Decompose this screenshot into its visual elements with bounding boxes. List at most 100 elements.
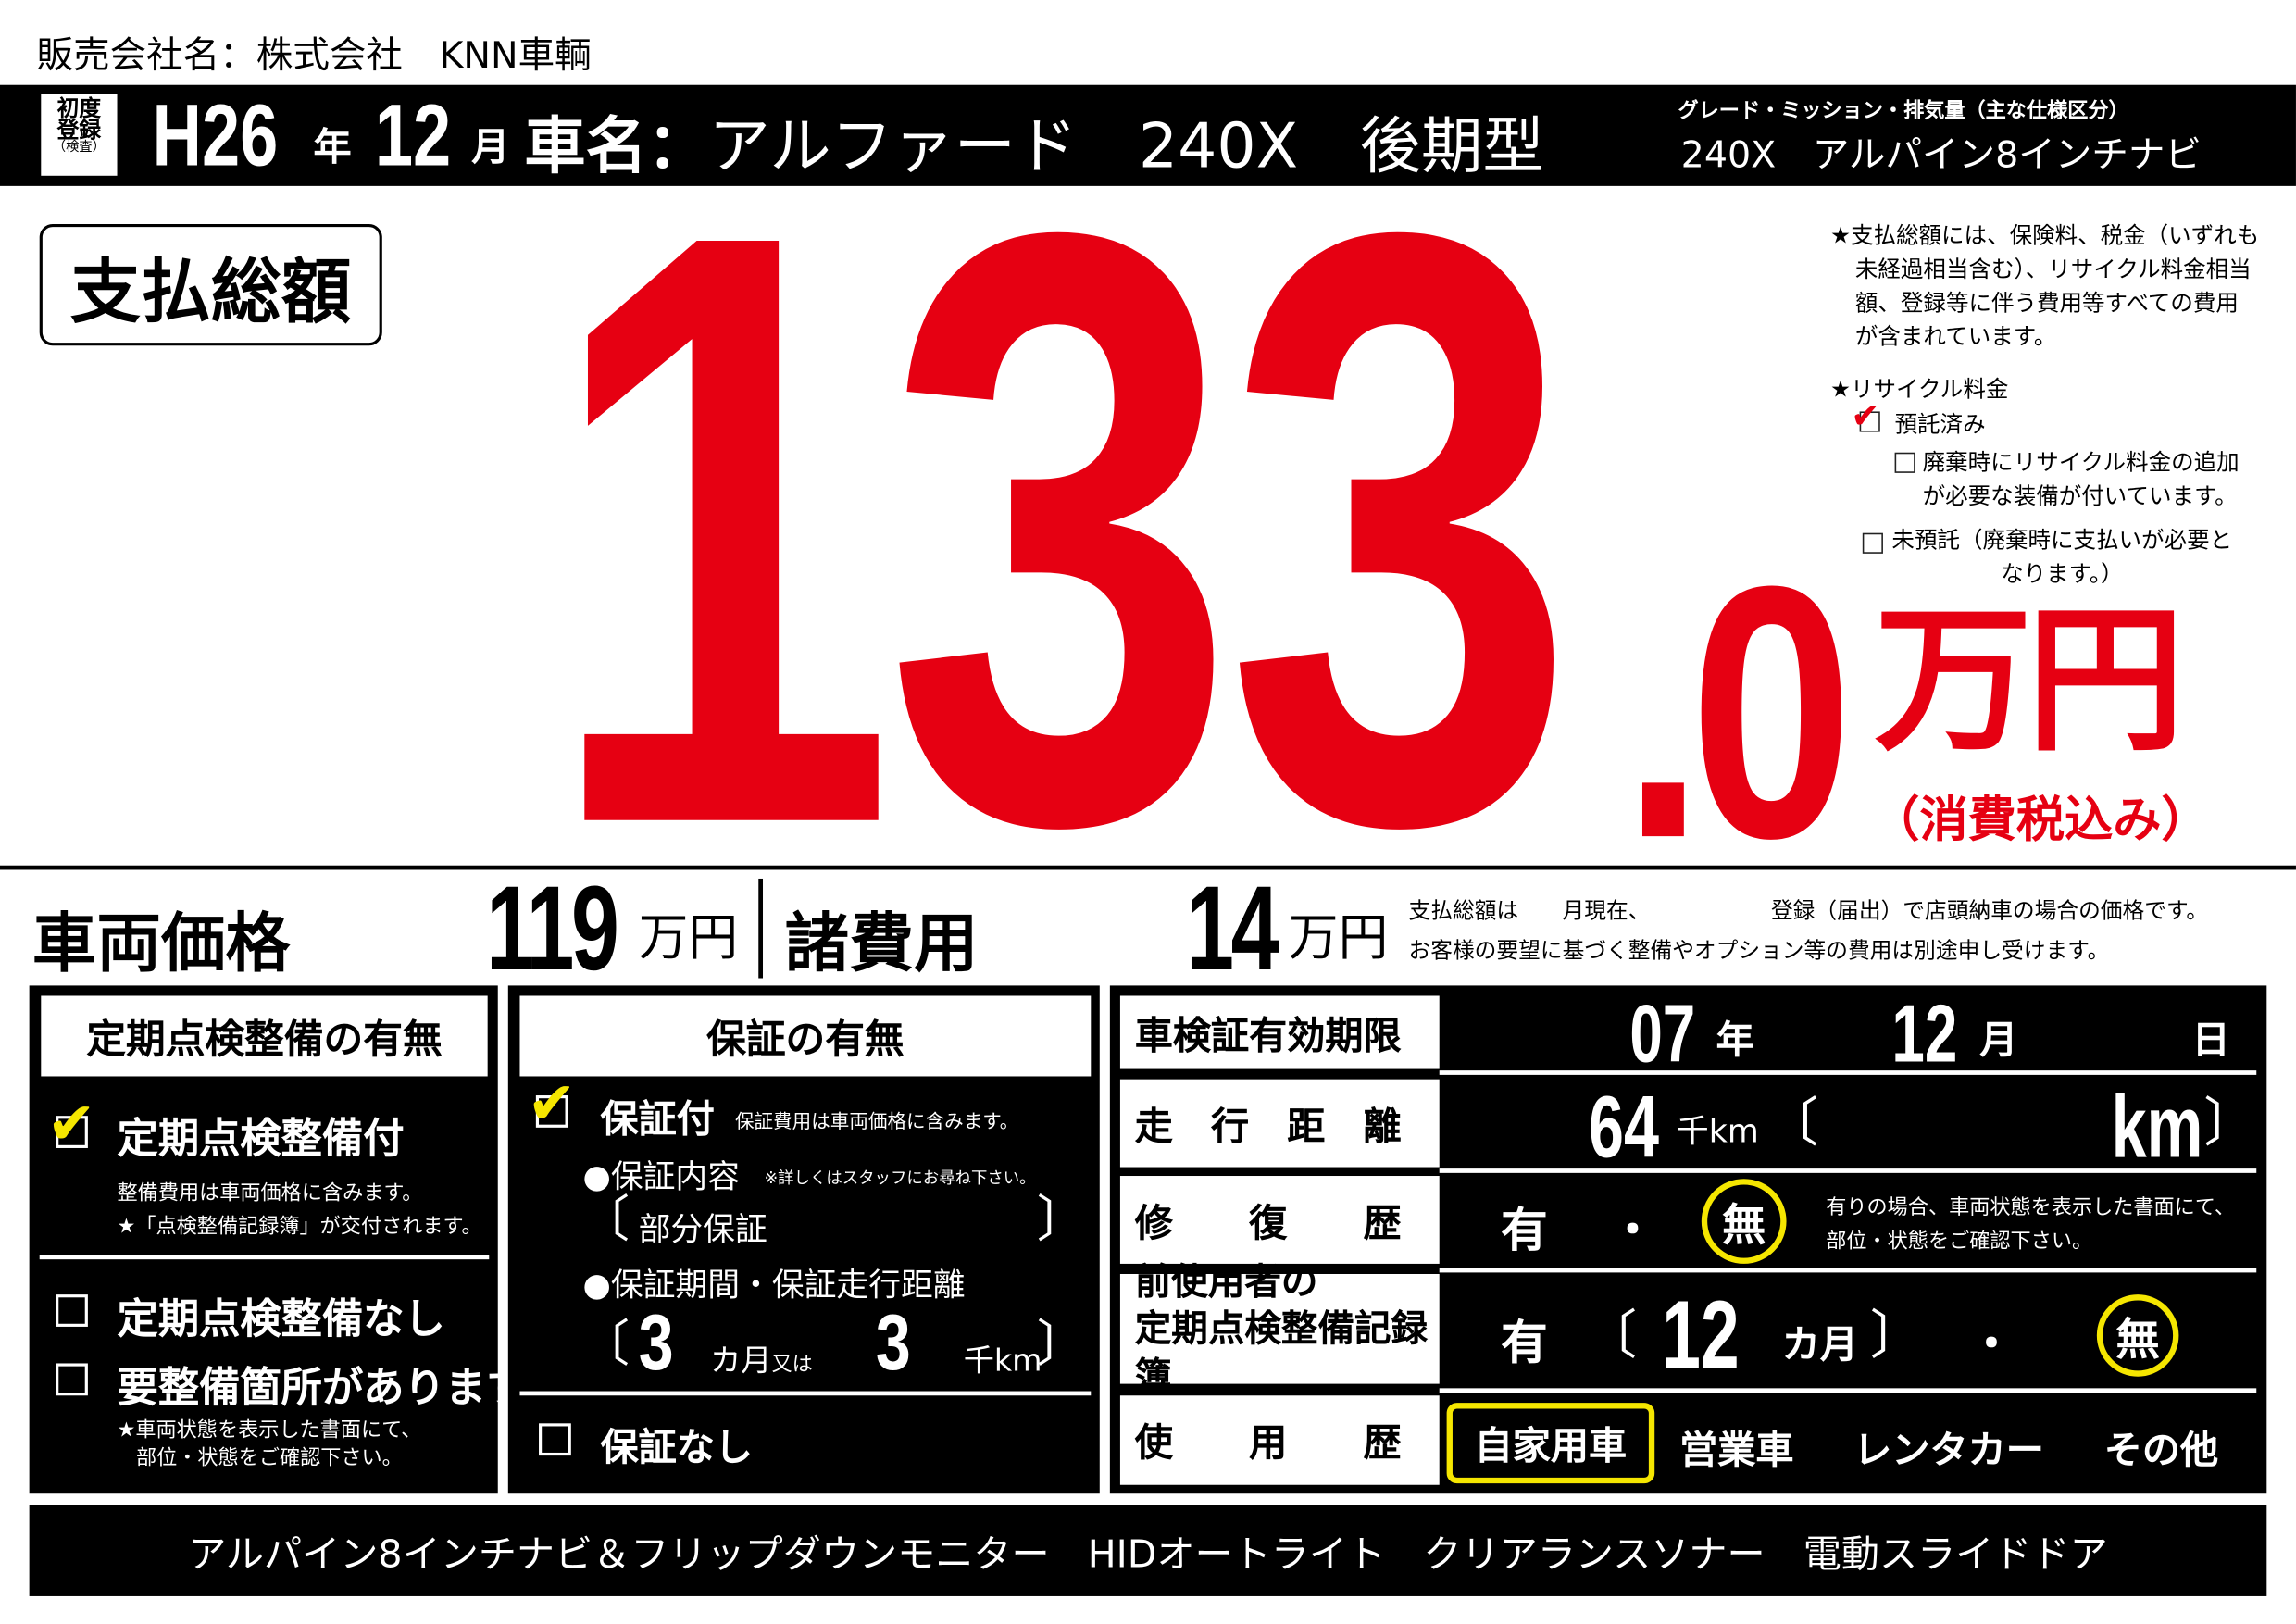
records-months-value: 12 — [1662, 1280, 1740, 1389]
bracket-left: 〔 — [580, 1190, 630, 1250]
usage-commercial[interactable]: 営業車 — [1679, 1429, 1794, 1474]
repair-note: 有りの場合、車両状態を表示した書面にて、 部位・状態をご確認下さい。 — [1826, 1192, 2235, 1259]
records-no-selected[interactable]: 無 — [2096, 1294, 2179, 1377]
reg-month: 12 — [374, 86, 473, 185]
reg-month-unit: 月 — [471, 126, 510, 170]
recycle-deposited-checkbox[interactable] — [1859, 411, 1880, 432]
warranty-with-note: 保証費用は車両価格に含みます。 — [734, 1111, 1019, 1134]
line: 定期点検整備記録簿 — [1134, 1306, 1429, 1397]
mileage-value: 64 — [1589, 1078, 1660, 1177]
reg-month-value: 12 — [374, 86, 452, 185]
total-decimal: .0 — [1622, 510, 1886, 913]
bracket-right: 〕 — [1036, 1190, 1087, 1250]
grade-value: 240X アルパイン8インチナビ — [1680, 132, 2202, 176]
divider — [519, 1391, 1092, 1396]
inspection-needs-checkbox[interactable] — [56, 1363, 88, 1396]
mileage-unit: 千km — [1676, 1114, 1759, 1152]
divider — [0, 865, 2296, 870]
fees: 14 — [1186, 862, 1311, 996]
vehicle-price-label: 車両価格 — [31, 906, 291, 981]
price-note-2: お客様の要望に基づく整備やオプション等の費用は別途申し受けます。 — [1408, 937, 2110, 964]
usage-rental[interactable]: レンタカー — [1853, 1429, 2044, 1474]
inspection-without-checkbox[interactable] — [56, 1294, 88, 1327]
vertical-divider — [758, 878, 764, 979]
divider — [1439, 1388, 2257, 1393]
line: 部位・状態をご確認下さい。 — [135, 1446, 403, 1470]
total-integer: 133 — [544, 56, 1905, 999]
warranty-months-value: 3 — [638, 1298, 674, 1387]
shaken-month: 12 — [1891, 986, 1983, 1080]
warranty-without-label: 保証なし — [600, 1426, 753, 1470]
line: 廃棄時にリサイクル料金の追加 — [1922, 449, 2240, 477]
first-registration-box: 初度 登録 （検査） — [41, 94, 118, 176]
line: ★車両状態を表示した書面にて、 — [117, 1418, 422, 1443]
car-name-label: 車名： — [524, 109, 709, 182]
price-note-1: 支払総額は 月現在、 登録（届出）で店頭納車の場合の価格です。 — [1408, 897, 2209, 924]
line: 前使用者の — [1134, 1259, 1318, 1303]
warranty-content-label: ●保証内容 — [582, 1159, 741, 1197]
mileage-label: 走 行 距 離 — [1119, 1079, 1440, 1168]
divider — [1439, 1168, 2257, 1173]
usage-private-selected[interactable]: 自家用車 — [1446, 1403, 1655, 1484]
warranty-without-checkbox[interactable] — [539, 1423, 571, 1456]
total-note-line: ★支払総額には、保険料、税金（いずれも — [1829, 222, 2260, 249]
fees-label: 諸費用 — [784, 906, 979, 981]
tax-note: （消費税込み） — [1871, 791, 2210, 848]
bracket-left: 〔 — [1766, 1093, 1819, 1155]
divider — [39, 1255, 490, 1260]
bracket-right: 〕 — [1869, 1305, 1923, 1367]
total-unit: 万円 — [1874, 590, 2184, 774]
separator: ・ — [1610, 1205, 1655, 1257]
or-label: 又は — [771, 1353, 813, 1377]
total-note: ★支払総額には、保険料、税金（いずれも 未経過相当含む）、リサイクル料金相当 額… — [1830, 219, 2259, 355]
recycle-title: ★リサイクル料金 — [1829, 376, 2009, 403]
inspection-title: 定期点検整備の有無 — [41, 995, 488, 1077]
mileage: 64 — [1589, 1078, 1687, 1177]
first-reg-line1: 初度 — [56, 94, 102, 122]
divider — [1439, 1070, 2257, 1075]
inspection-with-checkbox[interactable] — [56, 1116, 88, 1148]
shaken-year-unit: 年 — [1716, 1018, 1754, 1064]
inspection-needs-note: ★車両状態を表示した書面にて、 部位・状態をご確認下さい。 — [118, 1418, 422, 1473]
mileage-km-unit: km — [2111, 1078, 2203, 1177]
recycle-additional-checkbox[interactable] — [1894, 452, 1915, 473]
total-decimal-text: .0 — [1622, 510, 1853, 913]
shaken-month-unit: 月 — [1979, 1018, 2018, 1064]
repair-yes[interactable]: 有 — [1501, 1202, 1548, 1258]
total-note-line: が含まれています。 — [1854, 323, 2057, 351]
shaken-year: 07 — [1629, 992, 1721, 1074]
records-months-unit: カ月 — [1781, 1323, 1859, 1368]
months-unit: カ月 — [710, 1343, 772, 1379]
car-name: 車名：アルファード 240X 後期型 — [524, 96, 1544, 185]
usage-label: 使 用 歴 — [1119, 1395, 1440, 1485]
check-mark-icon: ✔ — [46, 1091, 96, 1159]
inspection-with-label: 定期点検整備付 — [117, 1114, 405, 1163]
bracket-right: 〕 — [1036, 1315, 1087, 1374]
fees-value: 14 — [1186, 862, 1279, 996]
recycle-additional-label: 廃棄時にリサイクル料金の追加 が必要な装備が付いています。 — [1923, 446, 2240, 514]
warranty-distance-unit: 千km — [963, 1343, 1042, 1379]
recycle-not-deposited-label: 未預託（廃棄時に支払いが必要と なります。） — [1891, 524, 2232, 592]
check-mark-icon: ✔ — [527, 1070, 577, 1138]
records-yes[interactable]: 有 — [1501, 1315, 1548, 1371]
records-months: 12 — [1662, 1280, 1769, 1389]
recycle-deposited-label: 預託済み — [1894, 411, 1986, 438]
repair-no-selected[interactable]: 無 — [1701, 1179, 1787, 1264]
bracket-left: 〔 — [580, 1315, 630, 1374]
dealer-line: 販売会社名：株式会社 KNN車輌 — [37, 26, 592, 79]
vehicle-price-unit: 万円 — [638, 909, 739, 968]
recycle-not-deposited-checkbox[interactable] — [1862, 532, 1883, 554]
warranty-with-checkbox[interactable] — [535, 1095, 568, 1128]
usage-other[interactable]: その他 — [2103, 1429, 2219, 1474]
total-integer-text: 133 — [544, 56, 1576, 999]
dealer-label: 販売会社名： — [36, 33, 256, 77]
line: なります。） — [2001, 560, 2124, 588]
car-name-value: アルファード 240X 後期型 — [708, 109, 1544, 182]
reg-year-value: H26 — [152, 86, 279, 185]
shaken-month-value: 12 — [1891, 986, 1958, 1080]
warranty-months: 3 — [638, 1298, 683, 1387]
total-note-line: 額、登録等に伴う費用等すべての費用 — [1854, 290, 2239, 317]
total-label: 支払総額 — [39, 223, 382, 346]
warranty-distance: 3 — [876, 1304, 920, 1382]
line: 未預託（廃棄時に支払いが必要と — [1891, 527, 2233, 554]
